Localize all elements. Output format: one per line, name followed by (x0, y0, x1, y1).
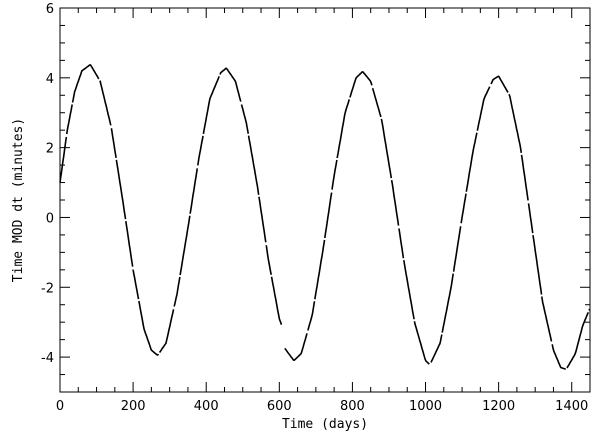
x-tick-label: 1400 (555, 399, 588, 414)
x-axis-title: Time (days) (282, 417, 368, 432)
y-tick-label: 0 (46, 211, 54, 226)
x-tick-label: 200 (121, 399, 146, 414)
ticks: 0 200 400 600 800 1000 1200 1400 -4 -2 0 2 4 6 (41, 2, 591, 414)
y-tick-label: 2 (46, 142, 54, 157)
plot-frame (59, 7, 591, 393)
series-group (59, 63, 591, 371)
x-tick-label: 0 (56, 399, 64, 414)
y-tick-label: 6 (46, 2, 54, 17)
y-axis-title: Time MOD dt (minutes) (11, 118, 26, 282)
y-tick-label: -2 (41, 281, 54, 296)
x-tick-label: 600 (267, 399, 292, 414)
x-tick-label: 1000 (409, 399, 442, 414)
y-tick-label: 4 (46, 72, 54, 87)
y-tick-label: -4 (41, 351, 54, 366)
x-tick-label: 800 (340, 399, 365, 414)
series-line-segment (59, 63, 283, 356)
x-tick-label: 1200 (482, 399, 515, 414)
series-line-segment (284, 71, 591, 371)
x-tick-label: 400 (194, 399, 219, 414)
